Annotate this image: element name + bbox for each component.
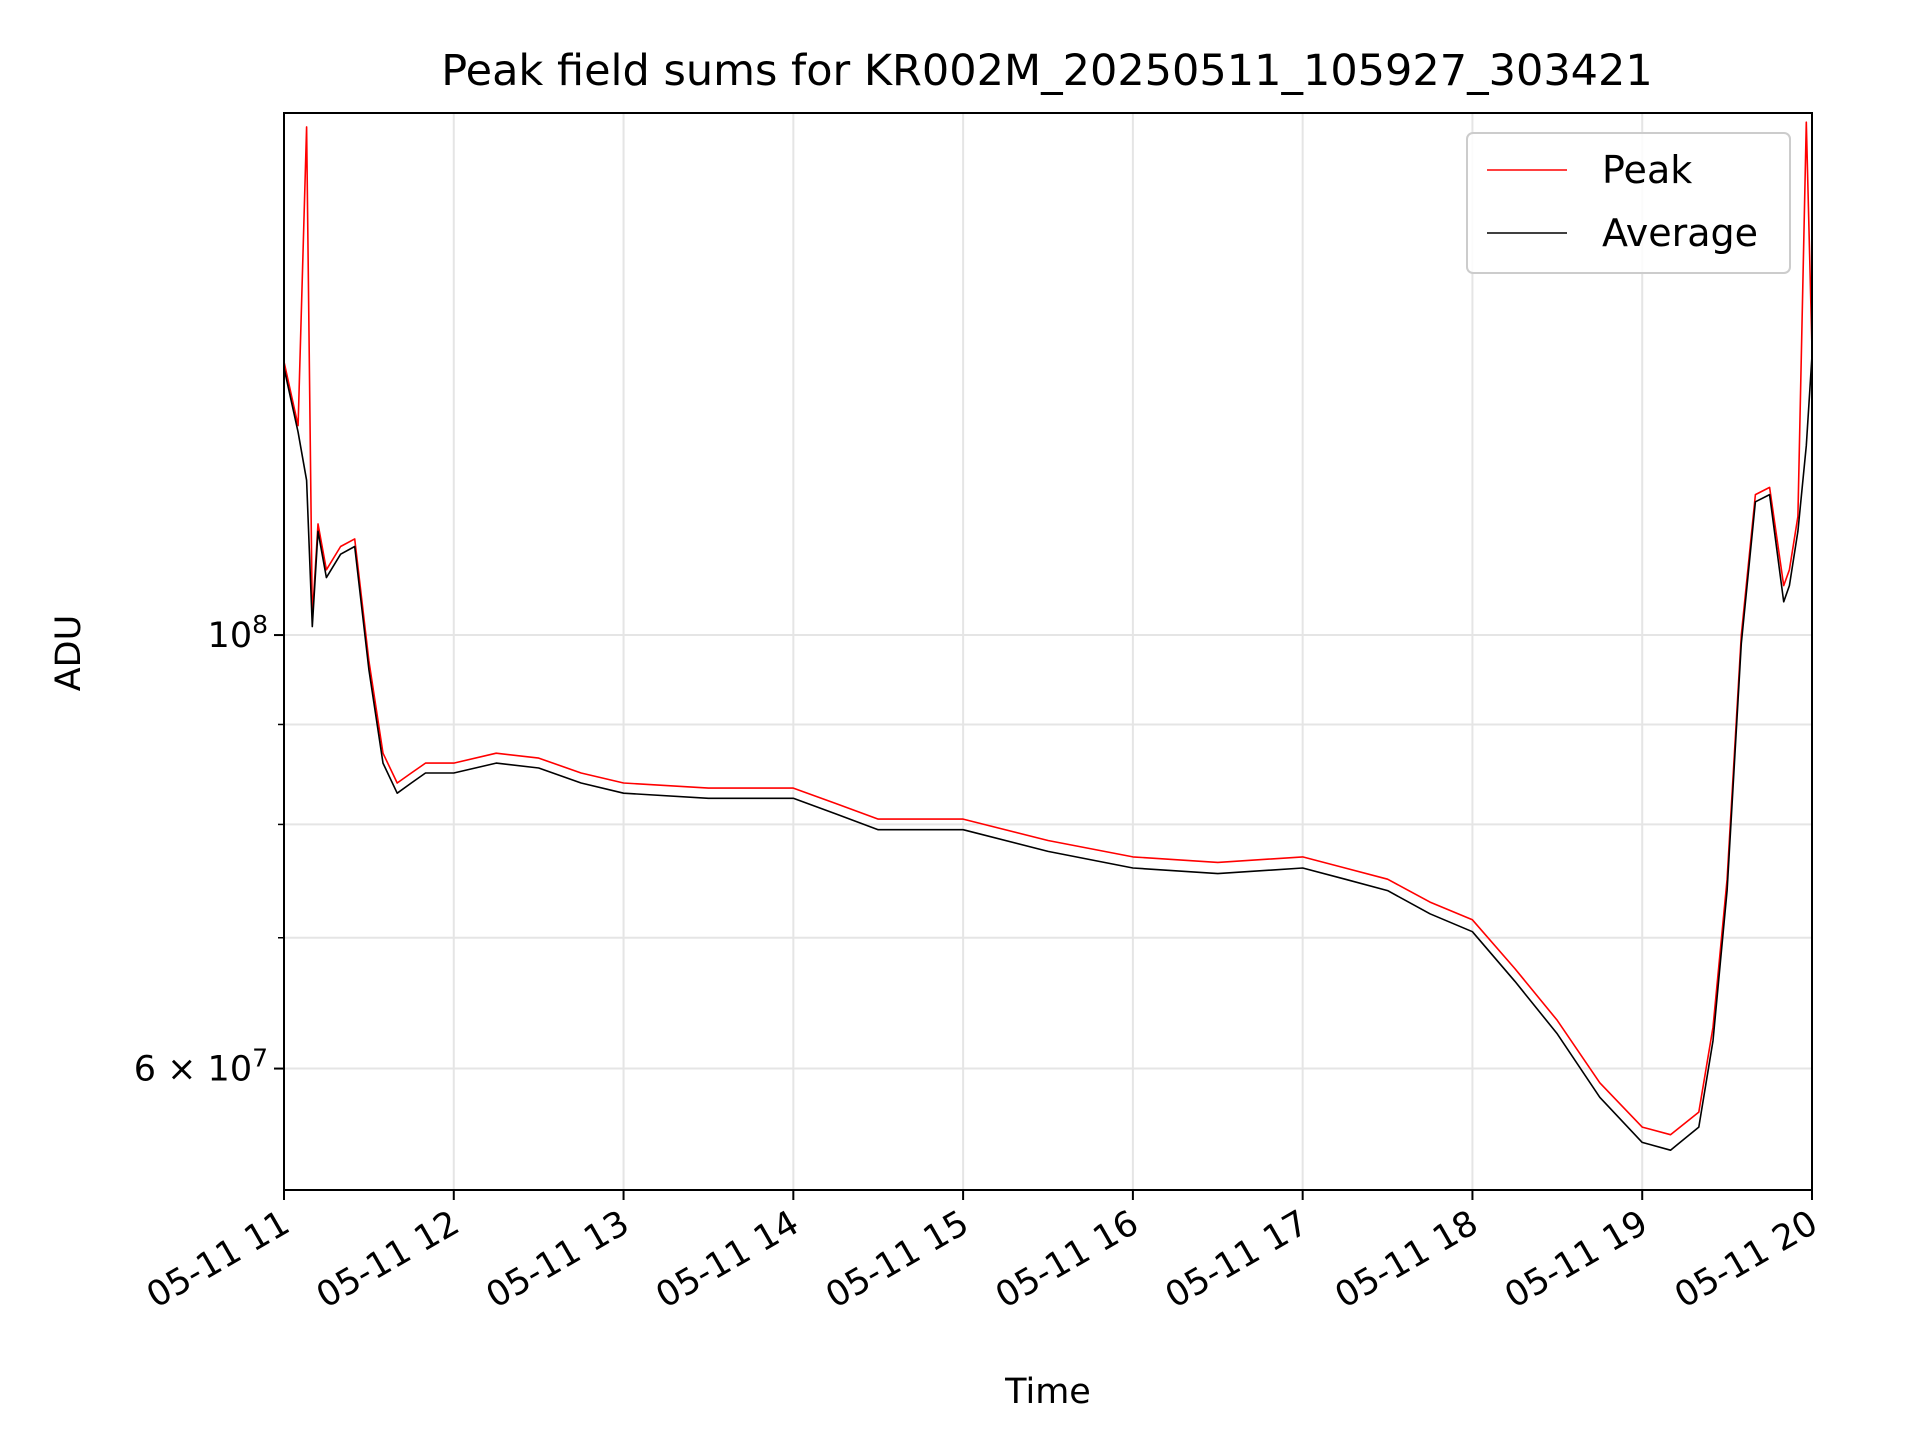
y-tick-label: 6 × 107 (134, 1044, 268, 1090)
y-axis-label: ADU (49, 615, 89, 692)
series-layer (283, 121, 1813, 1151)
legend-label-peak: Peak (1602, 148, 1692, 192)
x-axis-label: Time (1004, 1372, 1091, 1412)
legend-box (1466, 132, 1791, 274)
legend: Peak Average (1466, 132, 1791, 274)
y-axis-ticks: 108 6 × 107 (134, 610, 284, 1090)
y-tick-label: 108 (208, 610, 268, 656)
legend-label-average: Average (1602, 211, 1758, 255)
plot-frame (283, 112, 1813, 1191)
series-line-average (283, 355, 1813, 1151)
chart-title: Peak field sums for KR002M_20250511_1059… (441, 46, 1653, 96)
